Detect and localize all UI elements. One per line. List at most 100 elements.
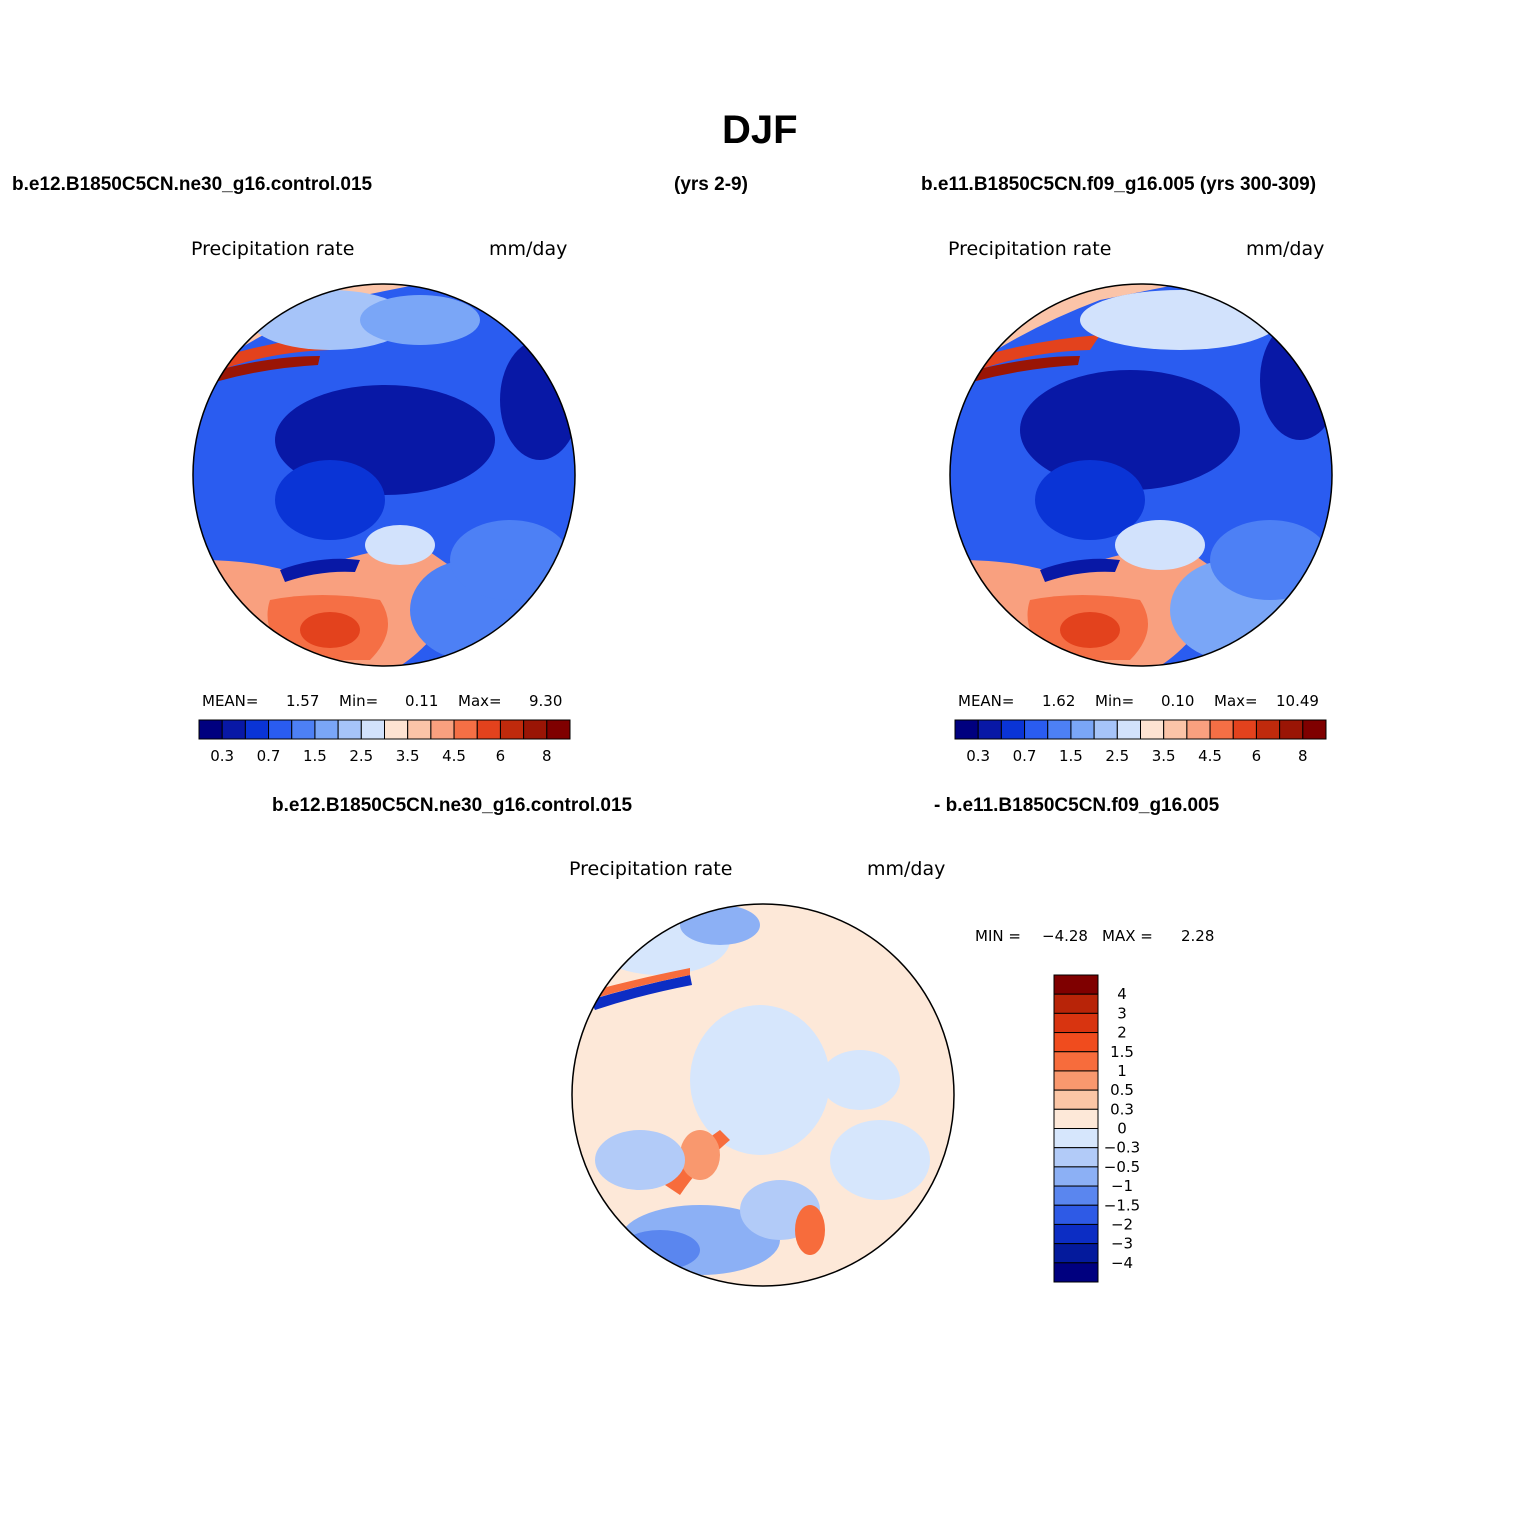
- colorbar-tick-label: −0.3: [1104, 1139, 1140, 1157]
- colorbar-tick-label: 0.7: [257, 747, 281, 765]
- colorbar-swatch: [1053, 1223, 1099, 1245]
- diff-case-a: b.e12.B1850C5CN.ne30_g16.control.015: [272, 795, 633, 816]
- panel2-max-label: Max=: [1214, 692, 1258, 710]
- diff-case-b: - b.e11.B1850C5CN.f09_g16.005: [934, 795, 1220, 816]
- colorbar-swatch: [476, 719, 501, 740]
- panel2-variable: Precipitation rate: [948, 238, 1112, 260]
- diff-min: −4.28: [1042, 927, 1088, 945]
- diff-variable: Precipitation rate: [569, 858, 733, 880]
- colorbar-swatch: [977, 719, 1002, 740]
- colorbar-tick-label: 1: [1117, 1062, 1127, 1080]
- colorbar-tick-label: −3: [1111, 1235, 1133, 1253]
- panel2-case-name: b.e11.B1850C5CN.f09_g16.005 (yrs 300-309…: [921, 174, 1317, 195]
- panel1-map: [193, 284, 575, 666]
- colorbar-tick-label: −1: [1111, 1177, 1133, 1195]
- colorbar-tick-label: 0.3: [1110, 1100, 1134, 1118]
- colorbar-swatch: [360, 719, 385, 740]
- colorbar-swatch: [1053, 1243, 1099, 1264]
- colorbar-tick-label: 8: [1298, 747, 1308, 765]
- colorbar-swatch: [1070, 719, 1095, 740]
- diff-units: mm/day: [867, 858, 946, 880]
- colorbar-swatch: [1302, 719, 1327, 740]
- colorbar-swatch: [954, 719, 979, 740]
- colorbar-swatch: [244, 719, 270, 740]
- panel1-mean: 1.57: [286, 692, 320, 710]
- colorbar-swatch: [1093, 719, 1118, 740]
- colorbar-swatch: [291, 719, 316, 740]
- panel1-max: 9.30: [529, 692, 563, 710]
- colorbar-swatch: [1053, 1070, 1099, 1091]
- colorbar-tick-label: −4: [1111, 1254, 1133, 1272]
- colorbar-swatch: [1053, 1089, 1099, 1110]
- panel2-max: 10.49: [1276, 692, 1319, 710]
- colorbar-swatch: [337, 719, 362, 740]
- colorbar-swatch: [430, 719, 455, 740]
- colorbar-swatch: [1053, 1185, 1099, 1206]
- colorbar-swatch: [1000, 719, 1026, 740]
- colorbar-tick-label: 0.3: [210, 747, 234, 765]
- colorbar-tick-label: 2.5: [1105, 747, 1129, 765]
- colorbar-swatch: [1053, 1204, 1099, 1225]
- colorbar-tick-label: 2: [1117, 1024, 1127, 1042]
- colorbar-swatch: [407, 719, 432, 740]
- panel2-mean-label: MEAN=: [958, 692, 1015, 710]
- panel1-max-label: Max=: [458, 692, 502, 710]
- panel1-variable: Precipitation rate: [191, 238, 355, 260]
- colorbar-tick-label: 6: [496, 747, 506, 765]
- colorbar-swatch: [1053, 1012, 1099, 1034]
- panel1-years: (yrs 2-9): [674, 174, 748, 195]
- panel2-min: 0.10: [1161, 692, 1195, 710]
- colorbar-tick-label: 0.7: [1013, 747, 1037, 765]
- diff-max-label: MAX =: [1102, 927, 1153, 945]
- colorbar-swatch: [1163, 719, 1188, 740]
- colorbar-swatch: [1232, 719, 1257, 740]
- panel2-units: mm/day: [1246, 238, 1325, 260]
- colorbar-tick-label: 3.5: [396, 747, 420, 765]
- colorbar-tick-label: 3: [1117, 1004, 1127, 1022]
- colorbar-tick-label: 0.3: [966, 747, 990, 765]
- panel2-map: [950, 284, 1332, 666]
- colorbar-tick-label: 3.5: [1152, 747, 1176, 765]
- colorbar-swatch: [268, 719, 293, 740]
- panel1-mean-label: MEAN=: [202, 692, 259, 710]
- colorbar-swatch: [1053, 993, 1099, 1014]
- colorbar-swatch: [1053, 1032, 1099, 1053]
- colorbar-swatch: [1053, 1051, 1099, 1072]
- colorbar-swatch: [1140, 719, 1165, 740]
- colorbar-swatch: [1024, 719, 1049, 740]
- panel2-map-border: [949, 283, 1333, 667]
- colorbar-tick-label: 1.5: [1059, 747, 1083, 765]
- colorbar-tick-label: 1.5: [1110, 1043, 1134, 1061]
- colorbar-tick-label: 4.5: [1198, 747, 1222, 765]
- colorbar-swatch: [1053, 1108, 1099, 1129]
- page-title: DJF: [722, 108, 798, 152]
- colorbar-swatch: [1053, 1166, 1099, 1187]
- panel1-min-label: Min=: [339, 692, 379, 710]
- colorbar-swatch: [1053, 1262, 1099, 1283]
- colorbar-swatch: [523, 719, 548, 740]
- colorbar-swatch: [314, 719, 339, 740]
- colorbar-swatch: [499, 719, 525, 740]
- panel1-min: 0.11: [405, 692, 439, 710]
- colorbar-swatch: [198, 719, 223, 740]
- panel1-case-name: b.e12.B1850C5CN.ne30_g16.control.015: [12, 174, 373, 195]
- colorbar-swatch: [221, 719, 246, 740]
- colorbar-tick-label: 6: [1252, 747, 1262, 765]
- colorbar-tick-label: 0: [1117, 1120, 1127, 1138]
- colorbar-tick-label: 1.5: [303, 747, 327, 765]
- colorbar-tick-label: −1.5: [1104, 1196, 1140, 1214]
- colorbar-swatch: [1047, 719, 1072, 740]
- colorbar-tick-label: −2: [1111, 1215, 1133, 1233]
- colorbar-tick-label: 8: [542, 747, 552, 765]
- colorbar-swatch: [1255, 719, 1281, 740]
- colorbar-swatch: [1186, 719, 1211, 740]
- colorbar-swatch: [1116, 719, 1141, 740]
- diff-min-label: MIN =: [975, 927, 1021, 945]
- colorbar-tick-label: −0.5: [1104, 1158, 1140, 1176]
- colorbar-tick-label: 0.5: [1110, 1081, 1134, 1099]
- colorbar-swatch: [1209, 719, 1234, 740]
- diff-colorbar: 43 21.510.50.3 0−0.3−0.5−1−1.5−2 −3−4: [1053, 974, 1140, 1283]
- colorbar-swatch: [1053, 1147, 1099, 1168]
- colorbar-swatch: [546, 719, 571, 740]
